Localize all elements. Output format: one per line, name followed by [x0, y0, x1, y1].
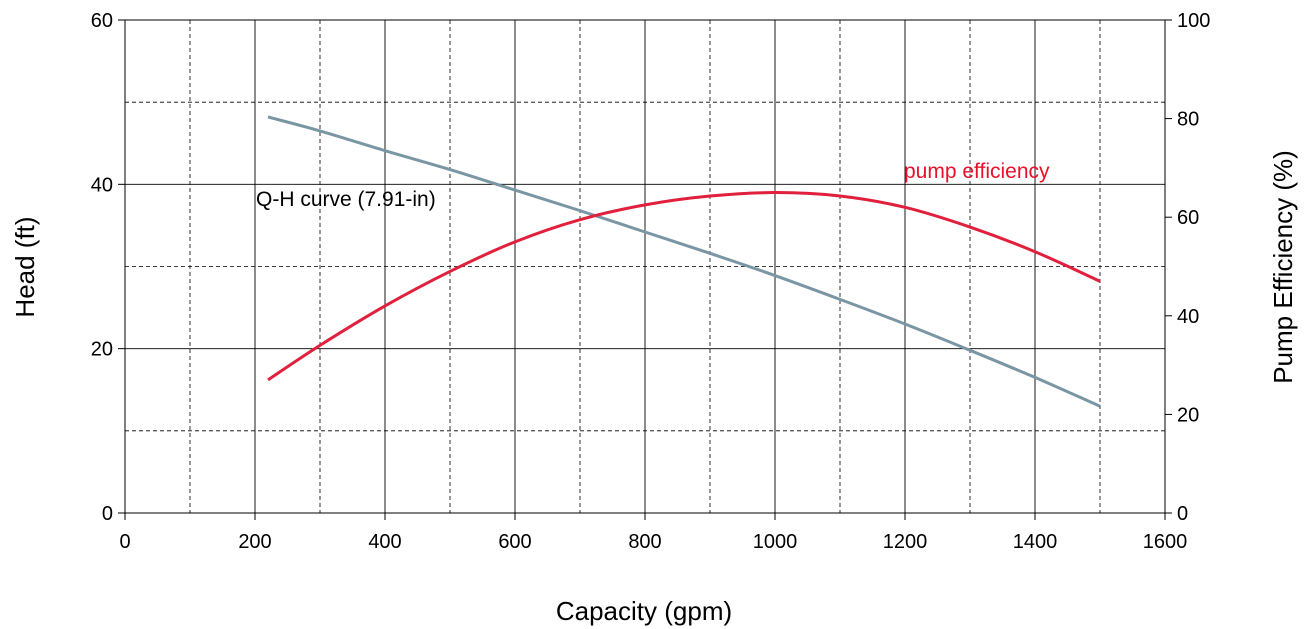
x-tick-label: 200: [238, 531, 271, 553]
qh-curve-label: Q-H curve (7.91-in): [256, 188, 436, 211]
x-tick-label: 0: [119, 531, 130, 553]
y-left-tick-label: 0: [102, 503, 113, 525]
y-right-tick-label: 0: [1177, 503, 1188, 525]
qh-curve-line: [267, 115, 1101, 408]
efficiency-curve-line: [267, 191, 1101, 382]
y-left-tick-label: 20: [91, 339, 113, 361]
tick-labels: 0 200 400 600 800 1000 1200 1400 160002040600204…: [91, 10, 1211, 553]
y-left-tick-label: 40: [91, 174, 113, 196]
y-right-tick-label: 60: [1177, 207, 1199, 229]
y-right-tick-label: 20: [1177, 404, 1199, 426]
y-axis-right-title: Pump Efficiency (%): [1268, 150, 1298, 384]
y-right-tick-label: 80: [1177, 109, 1199, 131]
x-tick-label: 600: [498, 531, 531, 553]
y-left-tick-label: 60: [91, 10, 113, 32]
x-tick-label: 1600: [1143, 531, 1188, 553]
plot-frame: [118, 19, 1172, 520]
x-axis-title: Capacity (gpm): [556, 596, 732, 626]
x-tick-label: 1200: [883, 531, 928, 553]
x-tick-label: 1400: [1013, 531, 1058, 553]
x-tick-label: 800: [628, 531, 661, 553]
grid: [125, 20, 1165, 513]
y-right-tick-label: 100: [1177, 10, 1210, 32]
efficiency-curve-label: pump efficiency: [904, 160, 1050, 183]
x-tick-label: 400: [368, 531, 401, 553]
series-layer: [267, 115, 1101, 408]
y-axis-left-title: Head (ft): [10, 216, 40, 317]
y-right-tick-label: 40: [1177, 306, 1199, 328]
x-tick-label: 1000: [753, 531, 798, 553]
